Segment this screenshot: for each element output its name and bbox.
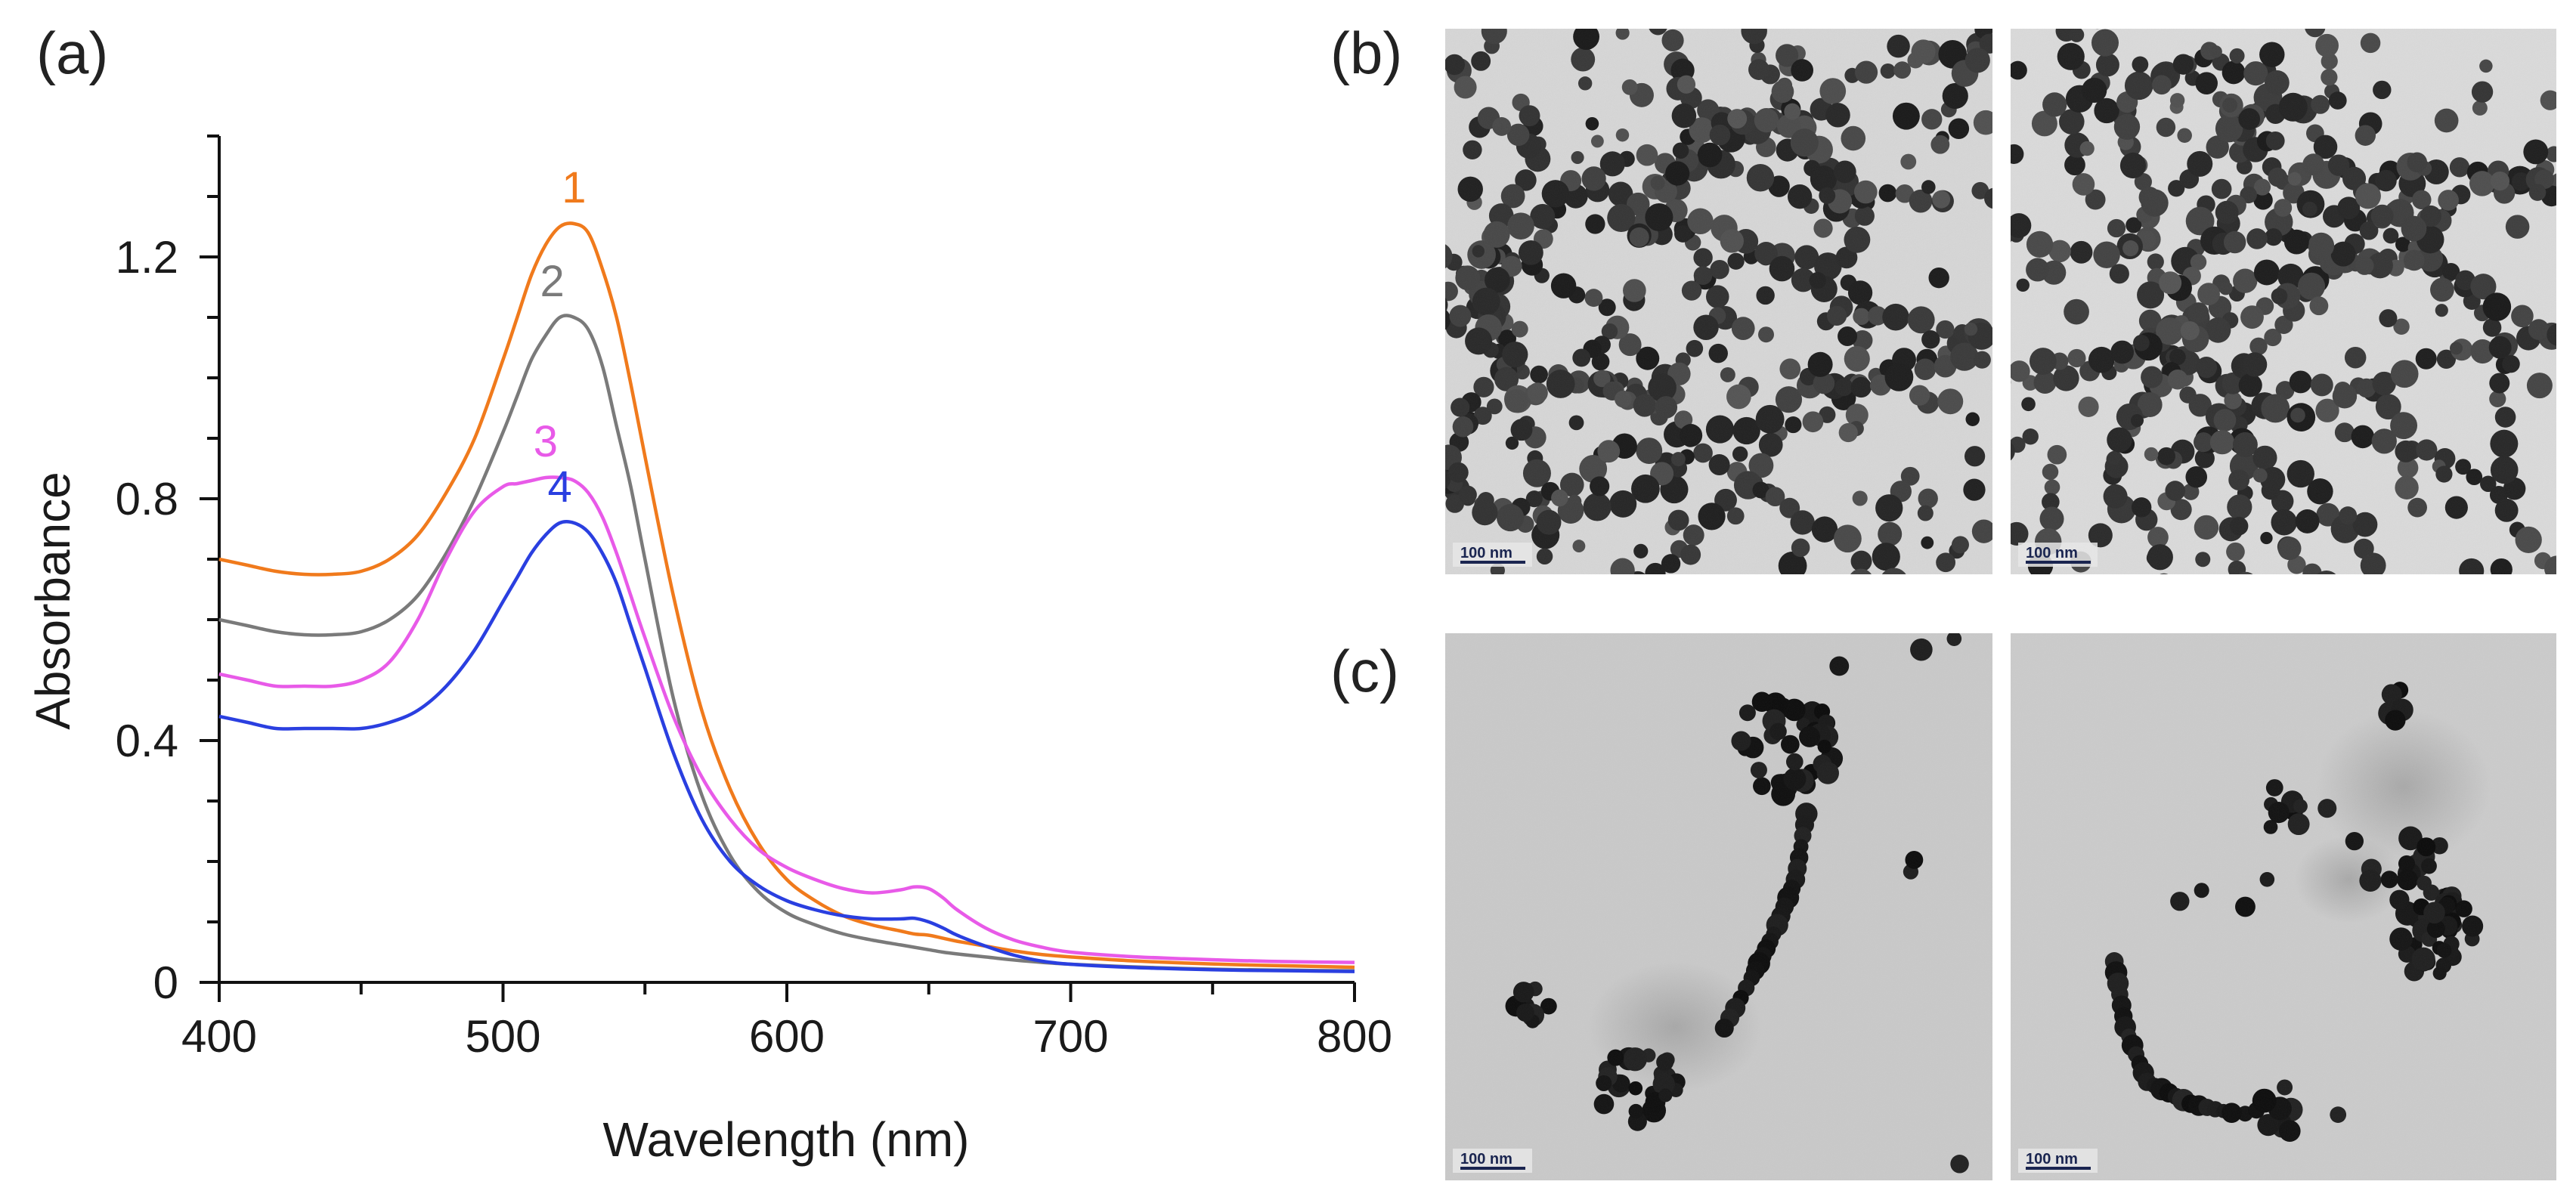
- series-line-1: [218, 221, 1355, 970]
- tem-grain: [2011, 633, 2556, 1180]
- panel-b-label: (b): [1330, 20, 1402, 86]
- x-tick-label: 700: [1033, 1011, 1108, 1062]
- absorbance-chart: 400 500 600 700 800 0 0.4 0.8 1.2 1 2 34 Waveleng…: [26, 135, 1392, 1167]
- series-line-2: [218, 314, 1355, 973]
- scale-bar-label: 100 nm: [1460, 1151, 1512, 1168]
- x-tick-label: 500: [465, 1011, 540, 1062]
- scale-bar-label: 100 nm: [2026, 545, 2078, 561]
- series-line-4: [218, 519, 1355, 973]
- y-tick-label: 0: [153, 957, 178, 1008]
- nanoparticle: [1584, 2, 1610, 27]
- tem-image-c-right: 100 nm: [2011, 633, 2556, 1180]
- series-label-4: 4: [547, 462, 571, 512]
- tem-image-b-right: 100 nm: [1994, 8, 2576, 598]
- nanoparticle: [2317, 571, 2336, 574]
- series-lines: [218, 221, 1355, 973]
- chart-axes: [200, 135, 1356, 1002]
- tem-image-b-left: 100 nm: [1445, 2, 1992, 598]
- nanoparticle: [1766, 577, 1788, 598]
- x-tick-label: 800: [1317, 1011, 1392, 1062]
- nanoparticle: [2086, 8, 2108, 29]
- panel-c-label: (c): [1330, 638, 1399, 704]
- y-axis-title: Absorbance: [26, 472, 80, 730]
- tem-grain: [1445, 29, 1992, 574]
- y-tick-label: 1.2: [116, 232, 178, 283]
- y-tick-labels: 0 0.4 0.8 1.2: [116, 232, 178, 1008]
- nanoparticle: [2160, 573, 2169, 574]
- series-label-3: 3: [534, 417, 558, 466]
- scale-bar-label: 100 nm: [2026, 1151, 2078, 1168]
- tem-image-c-left: 100 nm: [1445, 633, 1992, 1180]
- series-labels: 1 2 34: [534, 163, 587, 512]
- scale-bar-label: 100 nm: [1460, 545, 1512, 561]
- x-tick-label: 600: [749, 1011, 825, 1062]
- series-label-2: 2: [540, 257, 564, 306]
- tem-grain: [2011, 29, 2556, 574]
- nanoparticle: [2559, 139, 2576, 156]
- tem-grain: [1445, 633, 1992, 1180]
- nanoparticle: [2011, 231, 2013, 243]
- nanoparticle: [1445, 297, 1448, 313]
- nanoparticle: [2027, 580, 2045, 598]
- x-tick-label: 400: [181, 1011, 257, 1062]
- x-axis-title: Wavelength (nm): [603, 1112, 970, 1167]
- series-label-1: 1: [562, 163, 586, 212]
- y-tick-label: 0.4: [116, 716, 178, 766]
- series-line-3: [218, 475, 1355, 964]
- nanoparticle: [2238, 571, 2253, 574]
- x-tick-labels: 400 500 600 700 800: [181, 1011, 1392, 1062]
- nanoparticle: [1630, 571, 1646, 574]
- nanoparticle: [1994, 374, 2011, 391]
- panel-a-label: (a): [36, 20, 108, 86]
- y-tick-label: 0.8: [116, 474, 178, 524]
